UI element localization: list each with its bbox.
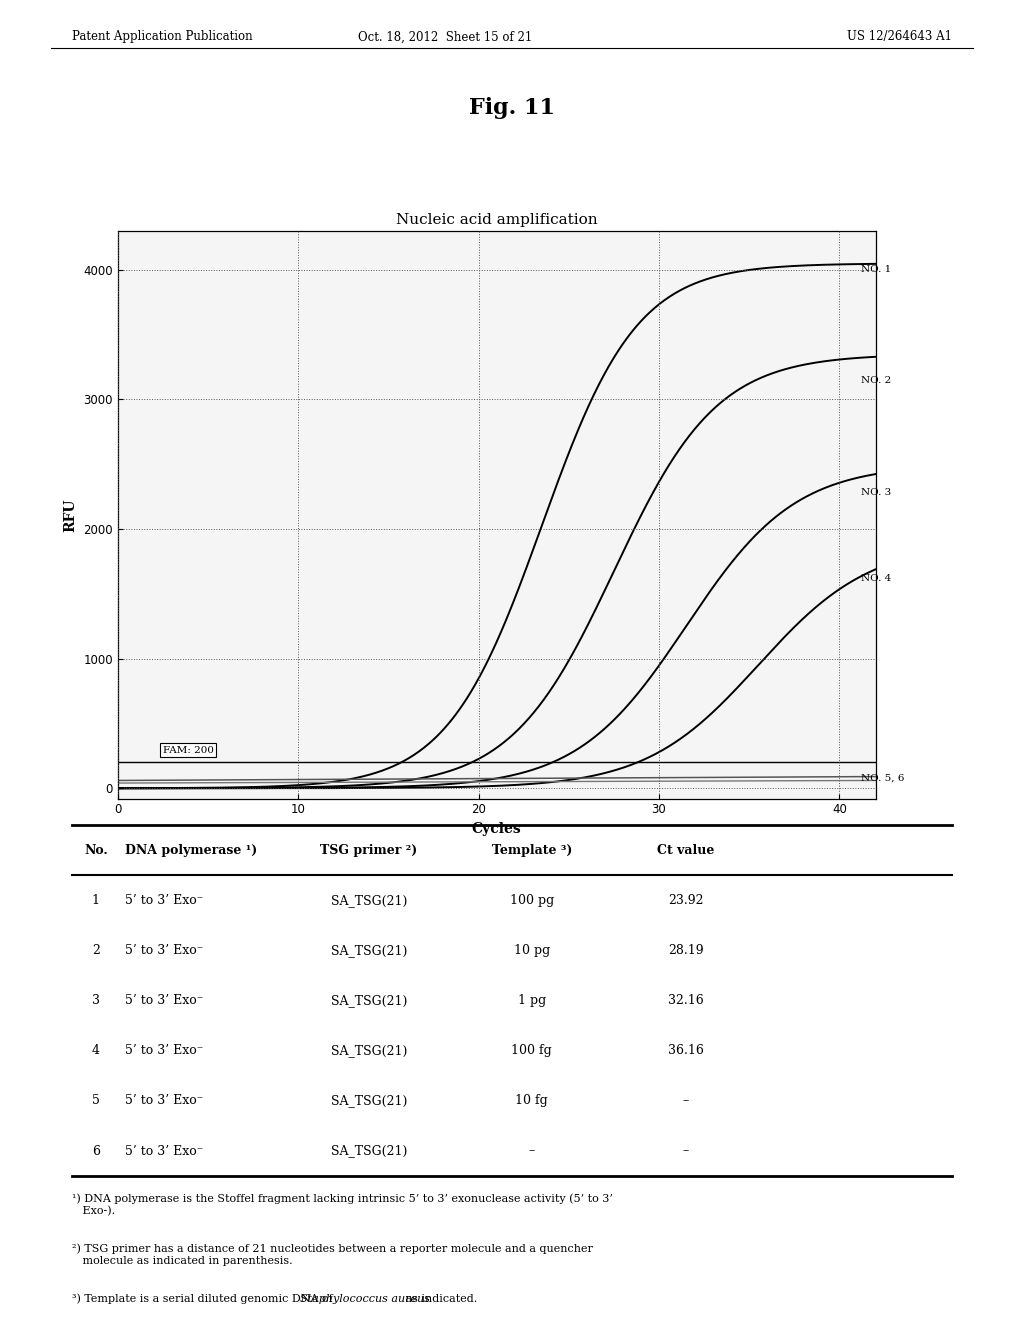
Text: 1 pg: 1 pg [518,994,546,1007]
Text: ¹) DNA polymerase is the Stoffel fragment lacking intrinsic 5’ to 3’ exonuclease: ¹) DNA polymerase is the Stoffel fragmen… [72,1193,612,1216]
Text: NO. 2: NO. 2 [861,375,891,384]
Text: NO. 3: NO. 3 [861,488,891,498]
Text: 10 fg: 10 fg [515,1094,548,1107]
Text: as indicated.: as indicated. [402,1294,477,1304]
Text: 5’ to 3’ Exo⁻: 5’ to 3’ Exo⁻ [125,994,204,1007]
Y-axis label: RFU: RFU [63,498,78,532]
Text: US 12/264643 A1: US 12/264643 A1 [847,30,952,44]
Text: NO. 5, 6: NO. 5, 6 [861,774,904,783]
Text: 5’ to 3’ Exo⁻: 5’ to 3’ Exo⁻ [125,894,204,907]
Text: 100 pg: 100 pg [510,894,554,907]
Text: 2: 2 [92,944,99,957]
Text: –: – [683,1144,689,1158]
Text: SA_TSG(21): SA_TSG(21) [331,944,408,957]
Text: SA_TSG(21): SA_TSG(21) [331,894,408,907]
Text: SA_TSG(21): SA_TSG(21) [331,994,408,1007]
Text: SA_TSG(21): SA_TSG(21) [331,1044,408,1057]
Text: FAM: 200: FAM: 200 [163,746,214,755]
Text: 36.16: 36.16 [668,1044,703,1057]
Text: Patent Application Publication: Patent Application Publication [72,30,252,44]
Text: 28.19: 28.19 [668,944,703,957]
Text: 5’ to 3’ Exo⁻: 5’ to 3’ Exo⁻ [125,944,204,957]
Text: No.: No. [84,843,108,857]
Text: Oct. 18, 2012  Sheet 15 of 21: Oct. 18, 2012 Sheet 15 of 21 [358,30,532,44]
Text: 3: 3 [92,994,100,1007]
Text: 23.92: 23.92 [669,894,703,907]
Title: Nucleic acid amplification: Nucleic acid amplification [396,213,597,227]
Text: NO. 4: NO. 4 [861,574,891,583]
Text: 5’ to 3’ Exo⁻: 5’ to 3’ Exo⁻ [125,1144,204,1158]
Text: SA_TSG(21): SA_TSG(21) [331,1144,408,1158]
Text: 5’ to 3’ Exo⁻: 5’ to 3’ Exo⁻ [125,1094,204,1107]
Text: 4: 4 [92,1044,100,1057]
Text: ³) Template is a serial diluted genomic DNA of: ³) Template is a serial diluted genomic … [72,1294,336,1304]
Text: Staphylococcus aureus: Staphylococcus aureus [300,1294,430,1304]
Text: 100 fg: 100 fg [511,1044,552,1057]
Text: Fig. 11: Fig. 11 [469,98,555,119]
Text: 10 pg: 10 pg [514,944,550,957]
Text: Ct value: Ct value [657,843,715,857]
Text: SA_TSG(21): SA_TSG(21) [331,1094,408,1107]
Text: 6: 6 [92,1144,100,1158]
Text: DNA polymerase ¹): DNA polymerase ¹) [125,843,257,857]
Text: Template ³): Template ³) [492,843,572,857]
Text: ²) TSG primer has a distance of 21 nucleotides between a reporter molecule and a: ²) TSG primer has a distance of 21 nucle… [72,1243,593,1266]
Text: 1: 1 [92,894,100,907]
X-axis label: Cycles: Cycles [472,822,521,836]
Text: NO. 1: NO. 1 [861,265,891,275]
Text: 5: 5 [92,1094,99,1107]
Text: 32.16: 32.16 [668,994,703,1007]
Text: –: – [528,1144,535,1158]
Text: TSG primer ²): TSG primer ²) [321,843,418,857]
Text: 5’ to 3’ Exo⁻: 5’ to 3’ Exo⁻ [125,1044,204,1057]
Text: –: – [683,1094,689,1107]
